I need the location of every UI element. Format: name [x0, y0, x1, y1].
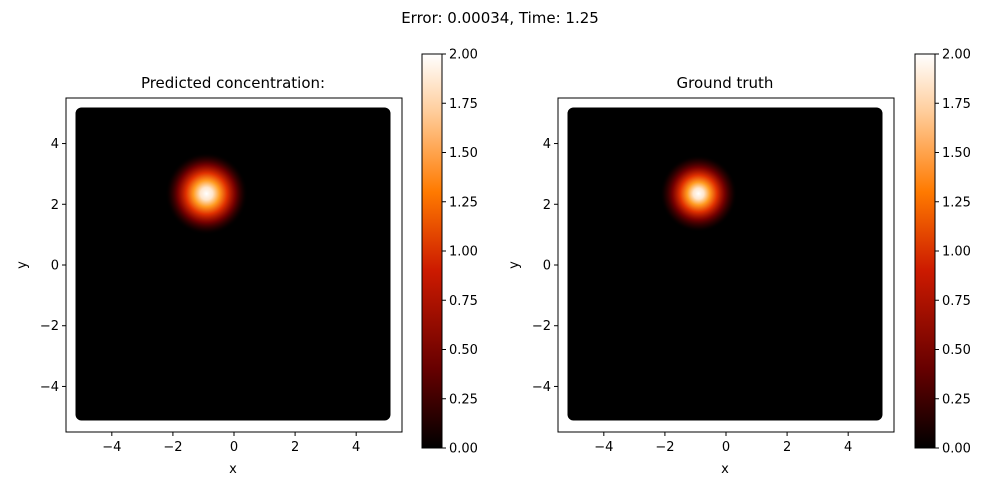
y-tick-label: 2 [543, 198, 551, 213]
heatmap-domain [567, 107, 883, 421]
colorbar-tick-label: 0.25 [942, 392, 971, 407]
y-tick-label: 2 [51, 198, 59, 213]
x-tick-label: −4 [594, 440, 613, 455]
colorbar-tick-label: 0.50 [942, 343, 971, 358]
panel-title: Ground truth [677, 74, 774, 92]
colorbar-tick-label: 0.75 [942, 294, 971, 309]
y-axis-label: y [507, 261, 522, 269]
y-tick-label: −4 [532, 380, 551, 395]
x-axis-label: x [721, 462, 729, 477]
x-tick-label: 2 [783, 440, 791, 455]
x-tick-label: 4 [352, 440, 360, 455]
y-tick-label: 4 [51, 137, 59, 152]
colorbar-tick-label: 1.25 [942, 195, 971, 210]
y-ticks: −4 −2 0 2 4 [40, 137, 66, 395]
y-ticks: −4 −2 0 2 4 [532, 137, 558, 395]
y-tick-label: −2 [532, 319, 551, 334]
colorbar-tick-label: 1.00 [942, 245, 971, 260]
colorbar-tick-label: 0.00 [942, 442, 971, 457]
x-tick-label: 4 [844, 440, 852, 455]
x-tick-label: −2 [655, 440, 674, 455]
concentration-peak [165, 152, 248, 235]
x-tick-label: 2 [291, 440, 299, 455]
colorbar [914, 53, 936, 449]
colorbar-tick-label: 0.50 [449, 343, 478, 358]
colorbar-tick-label: 1.00 [449, 245, 478, 260]
panel-ground-truth: Ground truth −4 −2 0 2 4 −4 −2 0 2 4 x y 0.00 0.2… [507, 48, 971, 478]
colorbar [421, 53, 443, 449]
panel-predicted: Predicted concentration: −4 −2 0 2 4 −4 −2 0 2 4… [15, 48, 478, 478]
colorbar-tick-label: 1.75 [449, 97, 478, 112]
x-tick-label: −4 [102, 440, 121, 455]
colorbar-tick-label: 0.00 [449, 442, 478, 457]
colorbar-ticks: 0.00 0.25 0.50 0.75 1.00 1.25 1.50 1.75 2.00 [935, 48, 971, 457]
colorbar-tick-label: 0.25 [449, 392, 478, 407]
heatmap-domain [75, 107, 391, 421]
y-tick-label: 0 [51, 259, 59, 274]
colorbar-tick-label: 0.75 [449, 294, 478, 309]
figure-suptitle: Error: 0.00034, Time: 1.25 [401, 9, 599, 27]
panel-title: Predicted concentration: [141, 74, 325, 92]
colorbar-tick-label: 1.50 [449, 146, 478, 161]
y-tick-label: 4 [543, 137, 551, 152]
colorbar-ticks: 0.00 0.25 0.50 0.75 1.00 1.25 1.50 1.75 2.00 [442, 48, 478, 457]
x-ticks: −4 −2 0 2 4 [594, 432, 852, 455]
x-axis-label: x [229, 462, 237, 477]
colorbar-tick-label: 1.50 [942, 146, 971, 161]
colorbar-tick-label: 1.25 [449, 195, 478, 210]
y-tick-label: 0 [543, 259, 551, 274]
y-axis-label: y [15, 261, 30, 269]
y-tick-label: −2 [40, 319, 59, 334]
colorbar-tick-label: 1.75 [942, 97, 971, 112]
x-tick-label: 0 [230, 440, 238, 455]
y-tick-label: −4 [40, 380, 59, 395]
colorbar-tick-label: 2.00 [449, 48, 478, 63]
x-ticks: −4 −2 0 2 4 [102, 432, 360, 455]
concentration-peak [660, 155, 737, 233]
x-tick-label: 0 [722, 440, 730, 455]
colorbar-tick-label: 2.00 [942, 48, 971, 63]
x-tick-label: −2 [163, 440, 182, 455]
